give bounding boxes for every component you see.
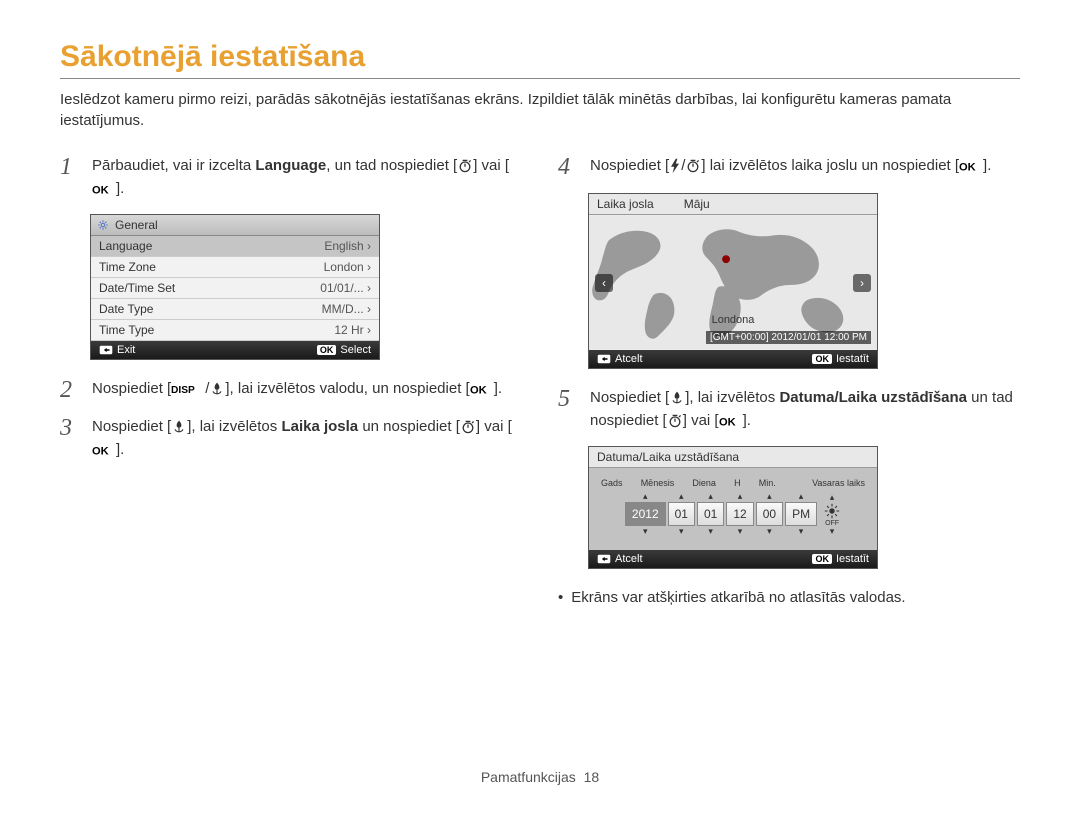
macro-icon — [171, 419, 187, 435]
datetime-col-label: Vasaras laiks — [812, 478, 865, 488]
left-column: 1 Pārbaudiet, vai ir izcelta Language, u… — [60, 155, 522, 608]
datetime-col-label: Diena — [692, 478, 716, 488]
step-num: 5 — [558, 387, 580, 411]
intro-text: Ieslēdzot kameru pirmo reizi, parādās sā… — [60, 89, 1020, 131]
footnote: •Ekrāns var atšķirties atkarībā no atlas… — [558, 587, 1020, 608]
camera-menu-row[interactable]: LanguageEnglish › — [91, 236, 379, 257]
page-title: Sākotnējā iestatīšana — [60, 40, 1020, 79]
datetime-col-label: Min. — [759, 478, 776, 488]
camera-menu-general: General LanguageEnglish ›Time ZoneLondon… — [90, 214, 380, 360]
datetime-spinner[interactable]: ▴00▾ — [756, 492, 783, 536]
datetime-col-label: H — [734, 478, 741, 488]
ok-icon — [92, 443, 116, 457]
page-footer: Pamatfunkcijas 18 — [0, 769, 1080, 785]
back-icon — [597, 554, 611, 564]
step-text: Nospiediet [], lai izvēlētos Datuma/Laik… — [590, 387, 1020, 432]
step-text: Nospiediet [/], lai izvēlētos valodu, un… — [92, 378, 522, 401]
world-map-icon — [589, 215, 877, 350]
step-text: Pārbaudiet, vai ir izcelta Language, un … — [92, 155, 522, 200]
datetime-header: Datuma/Laika uzstādīšana — [589, 447, 877, 468]
ok-key-icon: OK — [812, 554, 832, 564]
step-num: 4 — [558, 155, 580, 179]
ok-icon — [719, 414, 743, 428]
macro-icon — [669, 390, 685, 406]
timezone-map: Laika josla Māju ‹ › London — [588, 193, 878, 369]
step-2: 2 Nospiediet [/], lai izvēlētos valodu, … — [60, 378, 522, 402]
step-4: 4 Nospiediet [/] lai izvēlētos laika jos… — [558, 155, 1020, 179]
step-text: Nospiediet [/] lai izvēlētos laika joslu… — [590, 155, 1020, 178]
camera-menu-title: General — [115, 218, 158, 232]
datetime-footer: Atcelt OKIestatīt — [589, 550, 877, 568]
datetime-col-label: Gads — [601, 478, 623, 488]
flash-icon — [669, 158, 681, 174]
sun-icon — [823, 502, 841, 520]
camera-menu-header: General — [91, 215, 379, 236]
back-icon — [597, 354, 611, 364]
ok-icon — [959, 159, 983, 173]
macro-icon — [209, 381, 225, 397]
map-footer: Atcelt OKIestatīt — [589, 350, 877, 368]
gear-icon — [97, 219, 109, 231]
ok-icon — [470, 382, 494, 396]
ok-icon — [92, 182, 116, 196]
camera-menu-row[interactable]: Date/Time Set01/01/... › — [91, 278, 379, 299]
datetime-spinner[interactable]: ▴01▾ — [697, 492, 724, 536]
back-icon — [99, 345, 113, 355]
map-next-button[interactable]: › — [853, 274, 871, 292]
ok-key-icon: OK — [812, 354, 832, 364]
camera-menu-row[interactable]: Time Type12 Hr › — [91, 320, 379, 341]
datetime-spinner[interactable]: ▴01▾ — [668, 492, 695, 536]
map-tab-home: Māju — [684, 197, 710, 211]
step-3: 3 Nospiediet [], lai izvēlētos Laika jos… — [60, 416, 522, 461]
timer-icon — [685, 158, 701, 174]
right-column: 4 Nospiediet [/] lai izvēlētos laika jos… — [558, 155, 1020, 608]
step-num: 1 — [60, 155, 82, 179]
step-text: Nospiediet [], lai izvēlētos Laika josla… — [92, 416, 522, 461]
camera-menu-footer: Exit OKSelect — [91, 341, 379, 359]
map-gmt-label: [GMT+00:00] 2012/01/01 12:00 PM — [706, 331, 871, 344]
disp-icon — [171, 382, 205, 396]
dst-toggle[interactable]: ▴OFF▾ — [823, 493, 841, 536]
camera-menu-row[interactable]: Date TypeMM/D... › — [91, 299, 379, 320]
map-prev-button[interactable]: ‹ — [595, 274, 613, 292]
map-city-label: Londona — [589, 314, 877, 326]
step-1: 1 Pārbaudiet, vai ir izcelta Language, u… — [60, 155, 522, 200]
datetime-spinner[interactable]: ▴2012▾ — [625, 492, 666, 536]
datetime-col-label: Mēnesis — [641, 478, 675, 488]
timer-icon — [667, 413, 683, 429]
step-num: 3 — [60, 416, 82, 440]
timer-icon — [457, 158, 473, 174]
ok-key-icon: OK — [317, 345, 337, 355]
timer-icon — [460, 419, 476, 435]
map-tab-timezone: Laika josla — [597, 197, 654, 211]
datetime-setting: Datuma/Laika uzstādīšana Gads Mēnesis Dien… — [588, 446, 878, 569]
step-5: 5 Nospiediet [], lai izvēlētos Datuma/La… — [558, 387, 1020, 432]
datetime-spinner[interactable]: ▴PM▾ — [785, 492, 817, 536]
step-num: 2 — [60, 378, 82, 402]
camera-menu-row[interactable]: Time ZoneLondon › — [91, 257, 379, 278]
datetime-spinner[interactable]: ▴12▾ — [726, 492, 753, 536]
